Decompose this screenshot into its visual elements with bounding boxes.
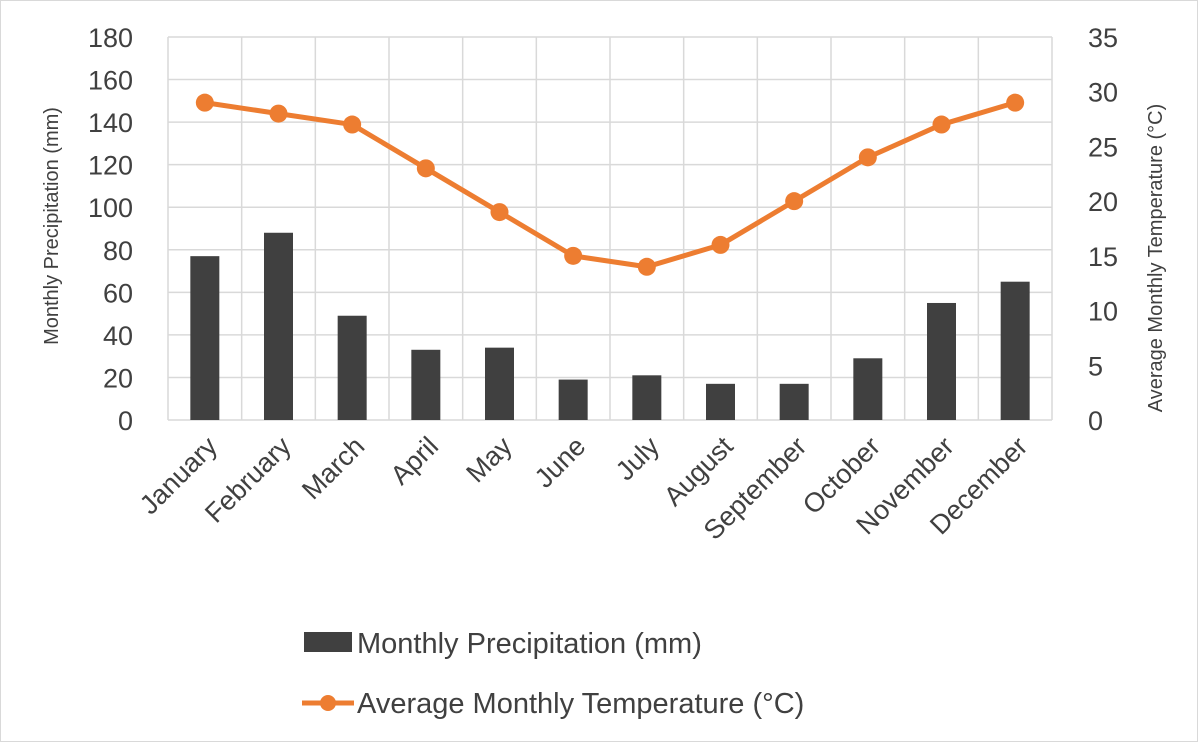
y2-tick-label: 15	[1088, 242, 1118, 272]
legend-swatch-precipitation	[304, 632, 352, 652]
temperature-marker	[1006, 93, 1025, 112]
y-tick-label: 20	[103, 363, 133, 393]
legend: Monthly Precipitation (mm) Average Month…	[302, 628, 804, 720]
grid	[167, 36, 1053, 421]
precipitation-bar	[558, 379, 588, 420]
temperature-marker	[416, 159, 435, 178]
y-tick-label: 100	[88, 193, 133, 223]
y2-tick-label: 10	[1088, 297, 1118, 327]
y-axis-title: Monthly Precipitation (mm)	[41, 107, 63, 345]
y2-tick-label: 30	[1088, 78, 1118, 108]
temperature-marker	[637, 257, 656, 276]
temperature-marker	[932, 115, 951, 134]
temperature-marker	[490, 203, 509, 222]
precipitation-bar	[190, 256, 220, 420]
temperature-marker	[343, 115, 362, 134]
y2-axis-title: Average Monthly Temperature (°C)	[1145, 104, 1167, 413]
temperature-marker	[564, 246, 583, 265]
temperature-marker	[858, 148, 877, 167]
legend-label-precipitation: Monthly Precipitation (mm)	[357, 628, 702, 660]
x-category-label: March	[296, 431, 370, 505]
x-category-label: July	[610, 431, 666, 487]
y2-tick-label: 25	[1088, 132, 1118, 162]
x-category-label: June	[529, 431, 592, 494]
y2-tick-label: 20	[1088, 187, 1118, 217]
precipitation-bar	[485, 347, 514, 420]
y2-tick-label: 35	[1088, 23, 1118, 53]
y2-tick-label: 5	[1088, 351, 1103, 381]
precipitation-bar	[411, 349, 441, 420]
temperature-marker	[195, 93, 214, 112]
precipitation-bar	[927, 302, 956, 420]
y-tick-label: 180	[88, 23, 133, 53]
right-axis-ticks: 0 5 10 15 20 25 30 35	[1088, 23, 1118, 436]
y-tick-label: 0	[118, 406, 133, 436]
y-tick-label: 60	[103, 278, 133, 308]
temperature-marker	[711, 235, 730, 254]
precipitation-bars	[190, 232, 1030, 420]
y-tick-label: 40	[103, 321, 133, 351]
precipitation-bar	[779, 383, 809, 420]
temperature-marker	[269, 104, 288, 123]
left-axis-ticks: 0 20 40 60 80 100 120 140 160 180	[88, 23, 133, 436]
precipitation-bar	[264, 232, 293, 420]
y-tick-label: 120	[88, 151, 133, 181]
temperature-marker	[785, 192, 804, 211]
legend-label-temperature: Average Monthly Temperature (°C)	[357, 688, 804, 720]
precipitation-bar	[1000, 281, 1030, 420]
x-category-label: May	[460, 431, 518, 489]
temperature-line	[195, 93, 1025, 276]
precipitation-bar	[632, 375, 662, 420]
precipitation-bar	[337, 315, 367, 420]
precipitation-bar	[706, 383, 735, 420]
legend-swatch-temperature-marker	[320, 695, 336, 711]
y-tick-label: 160	[88, 66, 133, 96]
y-tick-label: 140	[88, 108, 133, 138]
y2-tick-label: 0	[1088, 406, 1103, 436]
x-category-label: April	[385, 431, 444, 490]
temperature-line-path	[204, 100, 1016, 270]
precipitation-bar	[853, 358, 883, 420]
y-tick-label: 80	[103, 236, 133, 266]
